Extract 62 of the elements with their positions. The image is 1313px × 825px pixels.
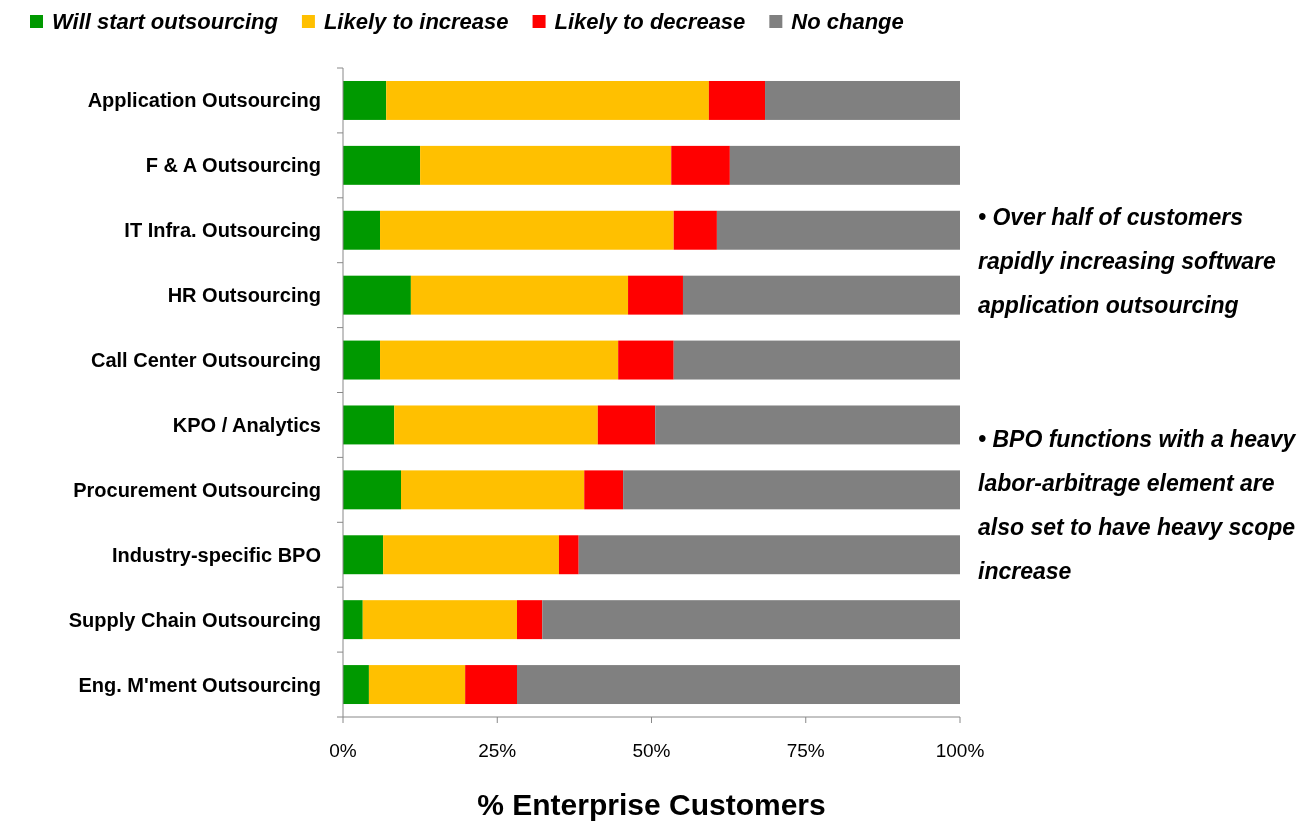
x-axis-title: % Enterprise Customers — [477, 788, 826, 821]
bar — [386, 80, 709, 120]
bar — [343, 535, 384, 575]
bar — [343, 275, 411, 315]
bar — [343, 210, 381, 250]
y-tick-label: Call Center Outsourcing — [90, 349, 321, 372]
bar — [420, 145, 672, 185]
bar — [465, 665, 517, 705]
bar — [584, 470, 624, 510]
bar — [628, 275, 683, 315]
y-tick-label: HR Outsourcing — [167, 284, 321, 307]
y-tick-label: Application Outsourcing — [87, 89, 321, 112]
bar — [716, 210, 960, 250]
bar — [516, 600, 543, 640]
y-tick-label: KPO / Analytics — [172, 413, 321, 436]
bar — [729, 145, 960, 185]
bar — [410, 275, 629, 315]
bar — [343, 600, 363, 640]
bar — [655, 405, 960, 445]
bar — [673, 210, 717, 250]
bar — [368, 665, 466, 705]
bar — [380, 210, 674, 250]
x-tick-label: 100% — [935, 740, 985, 761]
text: • BPO functions with a heavy labor-arbitrage element are also set to have heavy scope increase — [978, 426, 1297, 584]
bar — [380, 340, 619, 380]
bar — [618, 340, 674, 380]
bar — [671, 145, 730, 185]
bar — [343, 80, 387, 120]
x-tick-label: 0% — [329, 740, 357, 761]
bar — [516, 665, 960, 705]
bar — [343, 470, 401, 510]
y-tick-label: Procurement Outsourcing — [73, 478, 321, 501]
x-tick-label: 75% — [786, 740, 825, 761]
bar — [542, 600, 960, 640]
bar — [383, 535, 559, 575]
y-tick-label: IT Infra. Outsourcing — [124, 219, 321, 242]
bar — [362, 600, 517, 640]
bar — [765, 80, 960, 120]
bar — [673, 340, 960, 380]
bar — [343, 405, 395, 445]
bar — [682, 275, 960, 315]
bar — [343, 665, 369, 705]
legend-label: Likely to increase — [323, 9, 509, 34]
x-tick-label: 25% — [478, 740, 517, 761]
bar — [343, 340, 381, 380]
bar — [578, 535, 960, 575]
y-tick-label: Eng. M'ment Outsourcing — [78, 673, 321, 696]
text: • Over half of customers rapidly increasing software application outsourcing — [978, 204, 1277, 318]
legend-label: Will start outsourcing — [52, 9, 279, 34]
bar — [558, 535, 579, 575]
legend-label: No change — [791, 9, 904, 34]
bar — [623, 470, 960, 510]
bar — [708, 80, 766, 120]
bar — [343, 145, 421, 185]
x-tick-label: 50% — [632, 740, 671, 761]
bar — [597, 405, 656, 445]
legend-label: Likely to decrease — [554, 9, 746, 34]
bar — [394, 405, 598, 445]
bar — [401, 470, 585, 510]
y-tick-label: F & A Outsourcing — [145, 154, 321, 177]
y-tick-label: Industry-specific BPO — [112, 543, 321, 566]
y-tick-label: Supply Chain Outsourcing — [68, 608, 321, 631]
